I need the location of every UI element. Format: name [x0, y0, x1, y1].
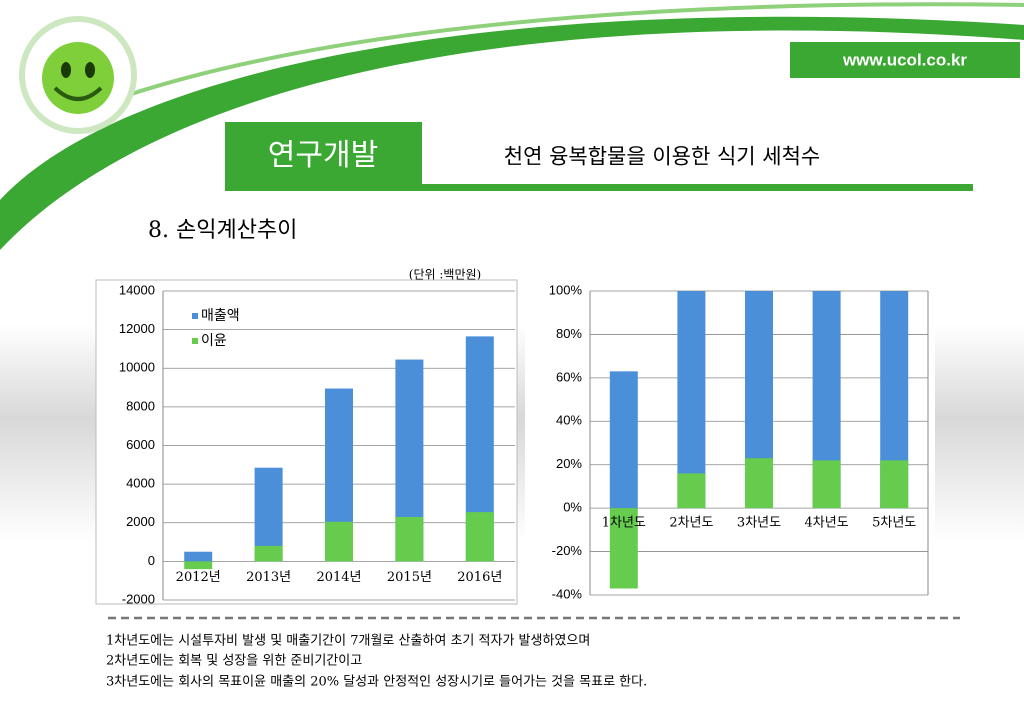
y-tick-label: 4000: [126, 476, 155, 491]
legend-swatch: [192, 338, 198, 344]
bar: [184, 551, 213, 562]
bar: [880, 460, 909, 509]
y-tick-label: 60%: [556, 369, 582, 384]
bar: [812, 460, 841, 509]
bar: [609, 371, 638, 509]
url: www.ucol.co.kr: [842, 50, 967, 69]
bar: [254, 467, 283, 562]
x-tick-label: 2차년도: [669, 516, 713, 531]
bar: [325, 521, 353, 562]
legend-label: 이윤: [201, 333, 227, 349]
y-tick-label: 100%: [549, 282, 583, 297]
bar: [395, 516, 424, 562]
y-tick-label: 12000: [119, 321, 155, 336]
logo-eye: [61, 62, 71, 78]
bar: [609, 508, 638, 589]
bar: [465, 512, 494, 562]
logo-eye: [85, 62, 95, 78]
x-tick-label: 5차년도: [872, 516, 916, 531]
header-bar: [225, 184, 973, 191]
y-tick-label: 2000: [126, 514, 155, 529]
legend-swatch: [192, 313, 198, 319]
x-tick-label: 2012년: [176, 570, 221, 585]
bar: [254, 545, 283, 562]
section-box: [225, 122, 422, 188]
bar: [184, 561, 213, 570]
x-tick-label: 4차년도: [805, 516, 849, 531]
swoosh: [0, 16, 1024, 251]
y-tick-label: -2000: [122, 591, 155, 606]
y-tick-label: -40%: [552, 586, 583, 601]
subtitle: 천연 융복합물을 이용한 식기 세척수: [504, 145, 821, 169]
chart-frame: [95, 279, 518, 605]
logo-face: [42, 42, 114, 114]
y-tick-label: 40%: [556, 413, 582, 428]
y-tick-label: 80%: [556, 326, 582, 341]
x-tick-label: 2014년: [316, 570, 361, 585]
y-tick-label: 0%: [563, 500, 582, 515]
swoosh-line: [59, 2, 1024, 122]
x-tick-label: 1차년도: [602, 516, 646, 531]
note: 1차년도에는 시설투자비 발생 및 매출기간이 7개월로 산출하여 초기 적자가…: [106, 634, 590, 649]
x-tick-label: 2015년: [387, 570, 432, 585]
url-box: [790, 42, 1020, 78]
chart-frame: [525, 280, 935, 604]
y-tick-label: 20%: [556, 456, 582, 471]
unit: (단위 :백만원): [409, 268, 481, 282]
y-tick-label: 10000: [119, 360, 155, 375]
y-tick-label: -20%: [552, 543, 583, 558]
x-tick-label: 2013년: [246, 570, 291, 585]
x-tick-label: 3차년도: [737, 516, 781, 531]
bar: [677, 473, 706, 509]
heading: 8. 손익계산추이: [148, 218, 297, 243]
y-tick-label: 0: [148, 553, 155, 568]
bar: [677, 291, 706, 509]
legend-label: 매출액: [201, 308, 240, 324]
note: 3차년도에는 회사의 목표이윤 매출의 20% 달성과 안정적인 성장시기로 들…: [106, 675, 647, 690]
x-tick-label: 2016년: [457, 570, 502, 585]
y-tick-label: 8000: [126, 398, 155, 413]
logo-smile: [53, 86, 103, 101]
y-tick-label: 6000: [126, 437, 155, 452]
y-tick-label: 14000: [119, 282, 155, 297]
note: 2차년도에는 회복 및 성장을 위한 준비기간이고: [106, 654, 362, 669]
bar: [745, 458, 773, 509]
section-title: 연구개발: [268, 138, 378, 173]
